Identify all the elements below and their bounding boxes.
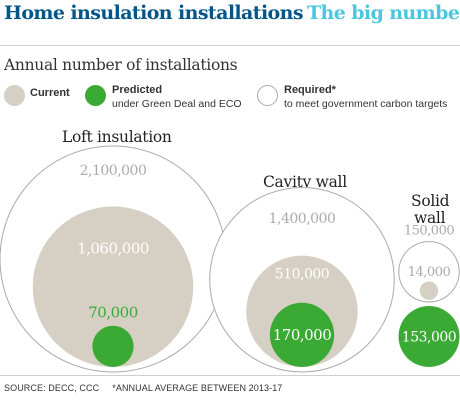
- title-main: Home insulation installations: [4, 2, 304, 24]
- loft-current-circle: [32, 206, 194, 367]
- legend-required-swatch: [257, 85, 278, 106]
- loft-required-label: 2,100,000: [80, 163, 147, 179]
- footer-source-line: SOURCE: DECC, CCC *ANNUAL AVERAGE BETWEE…: [4, 383, 282, 393]
- cavity-required-label: 1,400,000: [269, 211, 336, 227]
- solid-required-label: 150,000: [404, 224, 454, 239]
- loft-predicted-label: 70,000: [88, 304, 138, 322]
- solid-current-circle: [419, 281, 439, 300]
- legend-predicted-label: Predicted: [112, 84, 163, 96]
- loft-predicted-circle: [92, 325, 134, 367]
- legend-current-swatch: [4, 85, 25, 106]
- chart-title: Home insulation installations The big nu…: [4, 2, 460, 24]
- cavity-predicted-circle: [269, 302, 335, 367]
- category-title-loft: Loft insulation: [62, 128, 172, 146]
- category-title-solid-line1: Solid: [411, 192, 450, 210]
- legend-predicted-swatch: [85, 85, 106, 106]
- legend-predicted-description: under Green Deal and ECO: [112, 98, 242, 110]
- footer-note: *ANNUAL AVERAGE BETWEEN 2013-17: [112, 383, 283, 393]
- title-accent: The big numbers: [306, 2, 460, 24]
- category-title-solid-line2: wall: [414, 209, 446, 227]
- legend-required-description: to meet government carbon targets: [284, 98, 448, 110]
- divider-top: [0, 45, 460, 46]
- solid-predicted-label: 153,000: [402, 329, 456, 345]
- loft-current-label: 1,060,000: [77, 239, 149, 257]
- legend-required-label: Required*: [284, 84, 336, 96]
- chart-subtitle: Annual number of installations: [4, 56, 238, 74]
- legend-current-label: Current: [30, 87, 70, 99]
- footer-source: SOURCE: DECC, CCC: [4, 383, 100, 393]
- category-title-cavity: Cavity wall: [263, 173, 347, 191]
- divider-bottom: [0, 375, 460, 376]
- solid-predicted-circle: [398, 305, 460, 367]
- solid-current-label: 14,000: [408, 265, 451, 280]
- cavity-predicted-label: 170,000: [273, 326, 332, 344]
- solid-required-circle: [398, 241, 460, 303]
- cavity-current-label: 510,000: [275, 266, 329, 282]
